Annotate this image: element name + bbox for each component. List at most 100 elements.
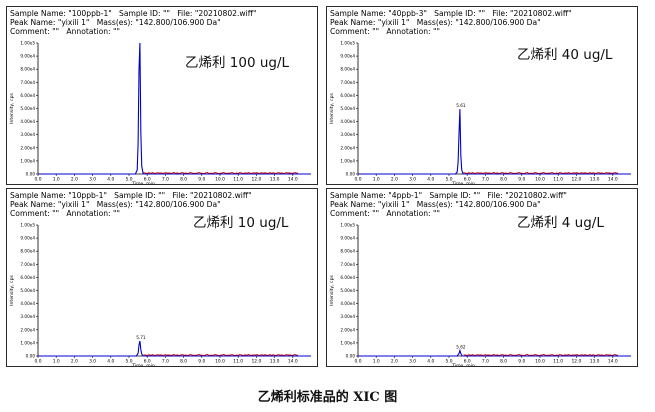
x-tick-label: 4.0 — [107, 177, 114, 183]
x-tick-label: 4.0 — [107, 359, 114, 365]
y-tick-label: 6.00e4 — [20, 275, 35, 280]
y-tick-label: 4.00e4 — [20, 301, 35, 306]
header-peak-line: Peak Name: "yixili 1" Mass(es): "142.800… — [10, 18, 221, 27]
header-sample-line: Sample Name: "40ppb-3" Sample ID: "" Fil… — [330, 9, 572, 18]
x-tick-label: 0.0 — [35, 177, 42, 183]
chromatogram-panel-100: 0.00 1.00e4 2.00e4 3.00e4 4.00e4 5.00e4 6.00e4… — [6, 6, 318, 185]
header-sample-line: Sample Name: "10ppb-1" Sample ID: "" Fil… — [10, 191, 252, 200]
y-tick-label: 7.00e4 — [340, 262, 355, 267]
x-tick-label: 0.0 — [355, 177, 362, 183]
baseline-noise-trace — [463, 353, 618, 356]
y-tick-label: 8.00e4 — [20, 249, 35, 254]
header-sample-line: Sample Name: "100ppb-1" Sample ID: "" Fi… — [10, 9, 257, 18]
xic-peak-trace — [38, 42, 311, 175]
x-tick-label: 7.0 — [482, 177, 489, 183]
y-tick-label: 3.00e4 — [20, 132, 35, 137]
x-tick-label: 13.0 — [270, 359, 280, 365]
x-tick-label: 5.0 — [126, 359, 133, 365]
y-tick-label: 0.00 — [26, 172, 36, 177]
x-tick-label: 1.0 — [373, 359, 380, 365]
header-comment-line: Comment: "" Annotation: "" — [10, 209, 121, 218]
x-tick-label: 9.0 — [518, 359, 525, 365]
x-tick-label: 12.0 — [252, 359, 262, 365]
x-tick-label: 14.0 — [608, 177, 618, 183]
y-tick-label: 6.00e4 — [340, 93, 355, 98]
y-tick-label: 2.00e4 — [340, 145, 355, 150]
concentration-annotation: 乙烯利 4 ug/L — [517, 215, 604, 231]
x-tick-label: 12.0 — [572, 177, 582, 183]
y-tick-label: 5.00e4 — [20, 106, 35, 111]
x-tick-label: 6.0 — [144, 359, 151, 365]
x-tick-label: 4.0 — [427, 359, 434, 365]
x-tick-label: 0.0 — [35, 359, 42, 365]
x-tick-label: 12.0 — [572, 359, 582, 365]
header-comment-line: Comment: "" Annotation: "" — [10, 27, 121, 36]
y-tick-label: 9.00e4 — [20, 236, 35, 241]
header-comment-line: Comment: "" Annotation: "" — [330, 209, 441, 218]
x-tick-label: 12.0 — [252, 177, 262, 183]
y-tick-label: 1.00e5 — [340, 223, 355, 228]
baseline-noise-trace — [143, 171, 298, 174]
x-tick-label: 5.0 — [446, 177, 453, 183]
x-tick-label: 8.0 — [180, 359, 187, 365]
y-tick-label: 7.00e4 — [20, 80, 35, 85]
x-tick-label: 9.0 — [198, 359, 205, 365]
x-tick-label: 8.0 — [500, 177, 507, 183]
y-tick-label: 4.00e4 — [20, 119, 35, 124]
x-tick-label: 8.0 — [500, 359, 507, 365]
y-axis-title: Intensity, cps — [329, 93, 335, 124]
x-tick-label: 11.0 — [553, 177, 563, 183]
x-tick-label: 13.0 — [270, 177, 280, 183]
y-tick-label: 1.00e5 — [20, 41, 35, 46]
y-axis-title: Intensity, cps — [9, 275, 15, 306]
x-tick-label: 3.0 — [409, 177, 416, 183]
x-tick-label: 14.0 — [608, 359, 618, 365]
y-tick-label: 7.00e4 — [340, 80, 355, 85]
baseline-noise-trace — [463, 171, 618, 174]
x-tick-label: 5.0 — [126, 177, 133, 183]
xic-plot: 0.00 1.00e4 2.00e4 3.00e4 4.00e4 5.00e4 6.00e4… — [329, 41, 631, 184]
x-tick-label: 3.0 — [409, 359, 416, 365]
x-tick-label: 13.0 — [590, 359, 600, 365]
x-tick-label: 1.0 — [53, 359, 60, 365]
header-comment-line: Comment: "" Annotation: "" — [330, 27, 441, 36]
x-axis-title: Time, min — [131, 181, 155, 185]
chromatogram-panel-10: 0.00 1.00e4 2.00e4 3.00e4 4.00e4 5.00e4 6.00e4… — [6, 188, 318, 367]
x-tick-label: 1.0 — [53, 177, 60, 183]
chromatogram-panel-40: 0.00 1.00e4 2.00e4 3.00e4 4.00e4 5.00e4 6.00e4… — [326, 6, 638, 185]
y-tick-label: 1.00e4 — [20, 158, 35, 163]
x-tick-label: 2.0 — [71, 177, 78, 183]
y-tick-label: 9.00e4 — [340, 54, 355, 59]
x-tick-label: 11.0 — [553, 359, 563, 365]
x-tick-label: 3.0 — [89, 359, 96, 365]
x-axis-title: Time, min — [451, 363, 475, 367]
y-tick-label: 8.00e4 — [340, 67, 355, 72]
x-tick-label: 14.0 — [288, 359, 298, 365]
header-peak-line: Peak Name: "yixili 1" Mass(es): "142.800… — [330, 200, 541, 209]
y-axis-title: Intensity, cps — [329, 275, 335, 306]
y-tick-label: 0.00 — [26, 354, 36, 359]
y-axis-title: Intensity, cps — [9, 93, 15, 124]
header-peak-line: Peak Name: "yixili 1" Mass(es): "142.800… — [330, 18, 541, 27]
peak-rt-label: 5.71 — [136, 335, 146, 340]
y-tick-label: 1.00e5 — [20, 223, 35, 228]
figure-caption: 乙烯利标准品的 XIC 图 — [257, 390, 398, 405]
chromatogram-panel-4: 0.00 1.00e4 2.00e4 3.00e4 4.00e4 5.00e4 6.00e4… — [326, 188, 638, 367]
xic-plot: 0.00 1.00e4 2.00e4 3.00e4 4.00e4 5.00e4 6.00e4… — [9, 223, 311, 366]
x-tick-label: 3.0 — [89, 177, 96, 183]
x-tick-label: 5.0 — [446, 359, 453, 365]
x-tick-label: 6.0 — [144, 177, 151, 183]
xic-plot: 0.00 1.00e4 2.00e4 3.00e4 4.00e4 5.00e4 6.00e4… — [9, 41, 311, 185]
x-tick-label: 9.0 — [518, 177, 525, 183]
x-tick-label: 2.0 — [391, 177, 398, 183]
concentration-annotation: 乙烯利 100 ug/L — [185, 55, 290, 71]
x-tick-label: 7.0 — [482, 359, 489, 365]
x-tick-label: 10.0 — [215, 177, 225, 183]
xic-peak-trace — [38, 340, 311, 357]
y-tick-label: 0.00 — [346, 354, 356, 359]
y-tick-label: 1.00e4 — [340, 340, 355, 345]
y-tick-label: 3.00e4 — [340, 132, 355, 137]
xic-peak-trace — [358, 348, 631, 357]
x-tick-label: 10.0 — [215, 359, 225, 365]
y-tick-label: 6.00e4 — [340, 275, 355, 280]
